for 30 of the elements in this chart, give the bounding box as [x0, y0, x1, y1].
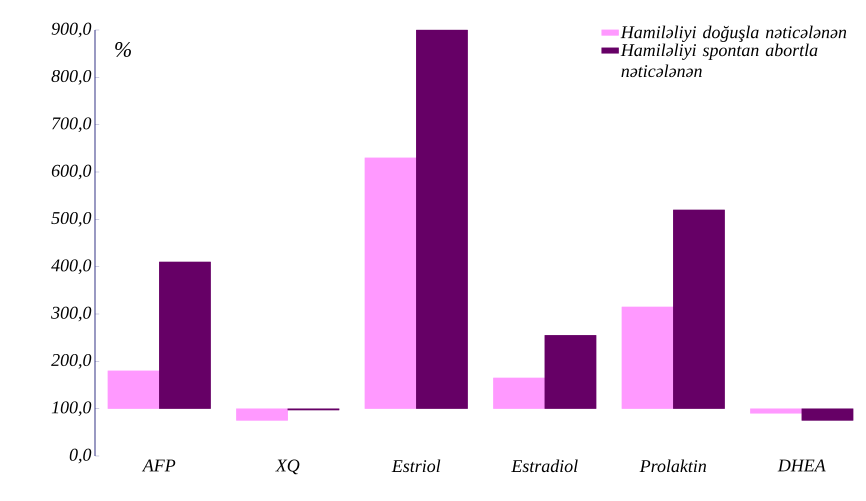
bar [544, 335, 596, 409]
x-tick-label: DHEA [778, 460, 826, 472]
bar [236, 408, 288, 421]
bar [802, 408, 854, 421]
x-tick-label: Estriol [392, 460, 440, 472]
y-tick-label: 900,0 [52, 22, 92, 38]
y-tick-label: 300,0 [51, 306, 92, 322]
bar [416, 30, 468, 409]
y-tick-label: 100,0 [52, 401, 92, 416]
bar [108, 370, 160, 409]
legend-label: Hamiləliyi spontan abortla nəticələnən [620, 44, 818, 78]
y-tick-label: 200,0 [51, 354, 92, 369]
bar [364, 158, 416, 409]
legend-label: Hamiləliyi doğuşla nəticələnən [620, 26, 846, 42]
y-tick-label: 500,0 [51, 212, 92, 227]
bar [622, 306, 674, 409]
y-tick-label: 0,0 [70, 448, 92, 464]
x-tick-label: Prolaktin [640, 460, 706, 472]
y-tick-label: 700,0 [52, 117, 92, 132]
x-tick-label: Estradiol [511, 460, 578, 472]
x-tick-label: XQ [275, 460, 300, 474]
bar [750, 408, 802, 414]
y-axis-title: % [115, 42, 131, 57]
y-tick-label: 800,0 [52, 70, 92, 85]
bar [673, 210, 725, 409]
bar [159, 262, 211, 409]
y-tick-label: 600,0 [52, 164, 92, 180]
x-tick-label: AFP [142, 460, 176, 472]
bar [493, 378, 545, 409]
y-tick-label: 400,0 [51, 259, 92, 274]
